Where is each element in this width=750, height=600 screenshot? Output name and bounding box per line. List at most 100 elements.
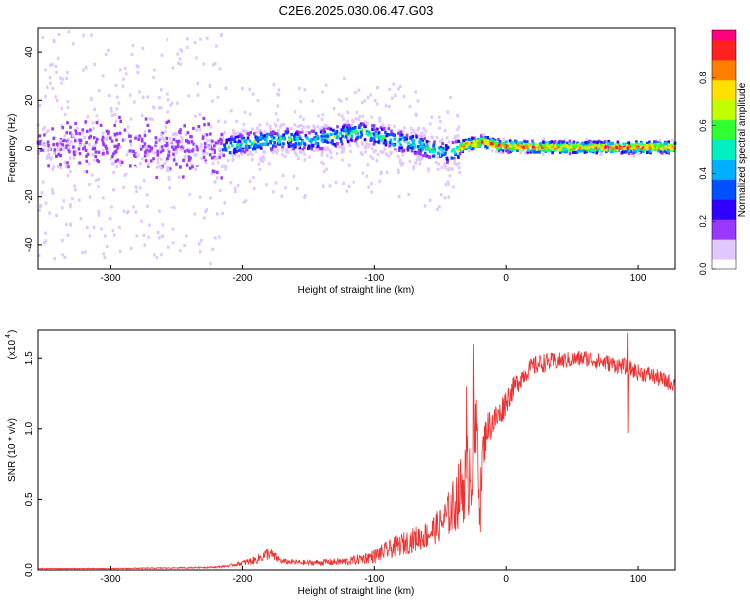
spectrogram-cell <box>188 147 191 152</box>
spectrogram-cell <box>485 140 489 144</box>
colorbar-step <box>712 175 736 178</box>
spectrogram-cell <box>332 106 336 111</box>
spectrogram-cell <box>101 74 105 78</box>
spectrogram-cell <box>538 150 541 154</box>
spectrogram-cell <box>243 110 247 114</box>
spectrogram-cell <box>314 141 318 146</box>
spectrogram-cell <box>595 151 598 155</box>
spectrogram-cell <box>389 138 393 142</box>
spectrogram-cell <box>589 139 592 143</box>
spectrogram-cell <box>416 99 420 103</box>
spectrogram-cell <box>399 160 402 164</box>
spectrogram-cell <box>82 68 85 72</box>
spectrogram-cell <box>128 181 131 185</box>
spectrogram-cell <box>151 150 154 154</box>
spectrogram-cell <box>295 153 298 157</box>
spectrogram-cell <box>537 143 541 147</box>
colorbar-step <box>712 235 736 238</box>
spectrogram-cell <box>134 210 138 214</box>
spectrogram-cell <box>47 143 50 148</box>
spectrogram-cell <box>583 150 587 154</box>
spectrogram-cell <box>215 176 219 180</box>
spectrogram-cell <box>219 188 222 193</box>
spectrogram-cell <box>544 141 548 145</box>
spectrogram-cell <box>168 167 172 171</box>
spectrogram-cell <box>525 143 528 148</box>
spectrogram-cell <box>134 185 138 189</box>
spectrogram-cell <box>145 148 148 152</box>
spectrogram-cell <box>372 132 376 136</box>
spectrogram-cell <box>355 132 358 136</box>
spectrogram-cell <box>234 189 237 194</box>
colorbar-step <box>712 219 736 222</box>
spectrogram-cell <box>44 68 47 72</box>
spectrogram-cell <box>158 147 162 151</box>
spectrogram-cell <box>213 155 216 159</box>
spectrogram-cell <box>63 145 66 149</box>
spectrogram-cell <box>565 150 568 154</box>
spectrogram-cell <box>117 143 120 147</box>
spectrogram-cell <box>105 129 109 133</box>
spectrogram-cell <box>275 132 279 136</box>
spectrogram-cell <box>261 163 265 167</box>
spectrogram-cell <box>555 146 559 150</box>
y-tick-label: -40 <box>24 237 35 252</box>
spectrogram-cell <box>630 147 633 151</box>
spectrogram-cell <box>101 138 104 142</box>
spectrogram-cell <box>190 135 193 139</box>
spectrogram-cell <box>415 135 419 139</box>
spectrogram-cell <box>89 134 92 138</box>
spectrogram-cell <box>355 160 359 164</box>
spectrogram-cell <box>255 135 259 140</box>
spectrogram-cell <box>54 53 57 57</box>
spectrogram-cell <box>256 138 259 142</box>
spectrogram-cell <box>118 225 121 230</box>
colorbar-step <box>712 71 736 75</box>
colorbar-step <box>712 139 736 143</box>
spectrogram-cell <box>597 147 600 151</box>
spectrogram-cell <box>424 153 427 157</box>
spectrogram-cell <box>627 151 631 155</box>
spectrogram-cell <box>260 143 263 147</box>
spectrogram-cell <box>355 142 358 146</box>
spectrogram-cell <box>460 147 464 151</box>
spectrogram-cell <box>664 145 668 149</box>
spectrogram-cell <box>667 140 670 144</box>
spectrogram-cell <box>268 124 272 128</box>
spectrogram-cell <box>168 154 172 159</box>
spectrogram-cell <box>213 62 217 66</box>
spectrogram-cell <box>110 139 114 143</box>
spectrogram-cell <box>462 142 465 146</box>
spectrogram-cell <box>283 154 287 158</box>
spectrogram-cell <box>375 102 379 106</box>
spectrogram-cell <box>542 140 545 144</box>
spectrogram-cell <box>214 161 218 165</box>
colorbar-step <box>712 255 736 258</box>
spectrogram-cell <box>450 156 454 160</box>
spectrogram-cell <box>312 148 316 152</box>
colorbar-step <box>712 55 736 59</box>
spectrogram-cell <box>367 130 371 134</box>
spectrogram-cell <box>320 153 324 157</box>
colorbar-tick-label: 0.8 <box>698 72 708 85</box>
spectrogram-cell <box>546 148 550 152</box>
colorbar-step <box>712 33 736 37</box>
spectrogram-cell <box>229 181 233 185</box>
spectrogram-cell <box>63 112 67 117</box>
spectrogram-cell <box>229 141 233 145</box>
spectrogram-cell <box>323 169 326 173</box>
spectrogram-cell <box>153 253 156 257</box>
spectrogram-cell <box>177 175 181 179</box>
spectrogram-cell <box>370 147 374 151</box>
spectrogram-cell <box>526 145 529 149</box>
spectrogram-cell <box>66 106 70 110</box>
colorbar-step <box>712 35 736 39</box>
spectrogram-cell <box>61 91 64 95</box>
spectrogram-cell <box>281 148 284 152</box>
spectrogram-cell <box>596 140 599 144</box>
spectrogram-cell <box>457 125 461 129</box>
spectrogram-cell <box>274 144 277 149</box>
spectrogram-cell <box>220 141 223 145</box>
spectrogram-cell <box>265 183 268 187</box>
spectrogram-cell <box>106 147 110 151</box>
